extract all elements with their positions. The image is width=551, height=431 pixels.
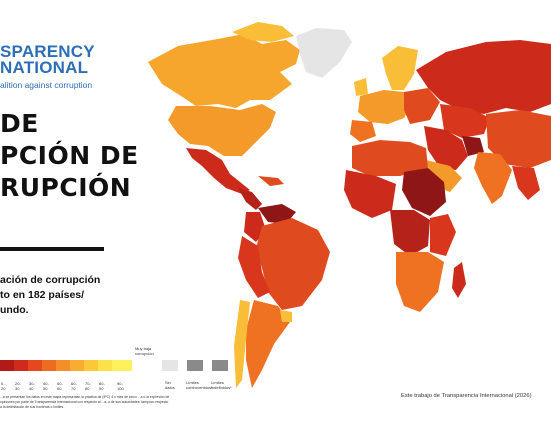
legend-tick-6: 70-80 <box>85 381 91 391</box>
region-eastern-europe <box>404 88 440 124</box>
region-central-africa <box>390 210 430 256</box>
region-central-asia <box>440 104 490 138</box>
legend-swatch-1 <box>14 360 28 371</box>
region-uruguay <box>280 310 292 322</box>
brand-tagline: alition against corruption <box>0 80 93 90</box>
legend-swatch-8 <box>112 360 132 371</box>
region-sudan-horn <box>402 168 446 216</box>
legend-tick-0: 0-20 <box>1 381 6 391</box>
region-china <box>486 110 551 168</box>
legend-high-label-2: corrupción <box>135 351 154 356</box>
region-argentina <box>246 300 290 388</box>
legend-swatch-2 <box>28 360 42 371</box>
legend-high-label-1: Muy baja <box>135 346 152 351</box>
title-line-1: DE <box>0 109 39 138</box>
region-peru-bolivia <box>238 236 270 298</box>
subtitle: ación de corrupción to en 182 países/ un… <box>0 273 100 318</box>
region-usa <box>168 104 276 156</box>
region-north-africa <box>352 140 428 176</box>
legend-disputed-label-1: Límites <box>186 380 199 385</box>
legend-swatch-4 <box>56 360 70 371</box>
legend-undefined-label-1: Límites <box>211 380 224 385</box>
legend-swatch-3 <box>42 360 56 371</box>
region-canada-north <box>232 22 294 42</box>
brand-line-2: NATIONAL <box>0 58 89 77</box>
region-east-africa <box>430 214 456 256</box>
region-afghanistan <box>462 136 484 156</box>
legend-tick-1: 20-30 <box>15 381 21 391</box>
legend-tick-3: 40-50 <box>43 381 49 391</box>
legend-tick-8: 90-100 <box>117 381 124 391</box>
footnote: ...a se presentan los datos en este mapa… <box>0 395 170 409</box>
region-venezuela <box>258 204 296 224</box>
region-greenland <box>296 28 352 78</box>
credit-line: Este trabajo de Transparencia Internacio… <box>401 393 532 399</box>
legend-swatch-5 <box>70 360 84 371</box>
legend-no-data-label-1: Sin <box>165 380 171 385</box>
title-line-2: PCIÓN DE <box>0 141 139 170</box>
legend-undefined-swatch <box>212 360 228 371</box>
region-madagascar <box>452 262 466 298</box>
legend-tick-5: 60-70 <box>71 381 77 391</box>
brand-line-1: SPARENCY <box>0 42 95 61</box>
region-uk <box>354 78 368 96</box>
legend-swatch-7 <box>98 360 112 371</box>
brand-logo: SPARENCY NATIONAL alition against corrup… <box>0 42 95 93</box>
subtitle-line-3: undo. <box>0 304 29 316</box>
region-western-europe <box>358 90 412 124</box>
region-west-africa <box>344 170 396 218</box>
legend-disputed-label: Límites controvertidos* <box>186 380 213 390</box>
legend-undefined-label: Límites indefinidos* <box>211 380 232 390</box>
region-middle-east <box>424 126 468 170</box>
region-southern-africa <box>396 252 444 312</box>
region-iberia <box>350 120 376 142</box>
legend-no-data-label-2: datos <box>165 385 175 390</box>
title-divider <box>0 247 104 251</box>
title-line-3: RUPCIÓN <box>0 173 132 202</box>
subtitle-line-2: to en 182 países/ <box>0 289 85 301</box>
subtitle-line-1: ación de corrupción <box>0 274 101 286</box>
region-scandinavia <box>382 46 418 90</box>
legend-disputed-label-2: controvertidos* <box>186 385 213 390</box>
region-brazil <box>256 218 330 310</box>
legend-swatch-0 <box>0 360 14 371</box>
region-central-america <box>238 188 262 210</box>
legend-no-data-swatch <box>162 360 178 371</box>
legend-no-data-label: Sin datos <box>165 380 175 390</box>
region-canada <box>148 34 300 108</box>
legend-high-label: Muy baja corrupción <box>135 346 154 356</box>
legend-tick-7: 80-90 <box>99 381 105 391</box>
region-india <box>474 152 512 204</box>
legend-tick-4: 50-60 <box>57 381 63 391</box>
legend-undefined-label-2: indefinidos* <box>211 385 232 390</box>
legend-tick-2: 30-40 <box>29 381 35 391</box>
page-title: DE PCIÓN DE RUPCIÓN <box>0 108 139 204</box>
legend-swatch-6 <box>84 360 98 371</box>
region-southeast-asia <box>512 166 540 200</box>
region-chile <box>234 300 250 388</box>
region-caribbean <box>258 176 284 186</box>
legend-disputed-swatch <box>187 360 203 371</box>
region-mexico <box>186 148 250 194</box>
region-russia <box>416 40 551 114</box>
